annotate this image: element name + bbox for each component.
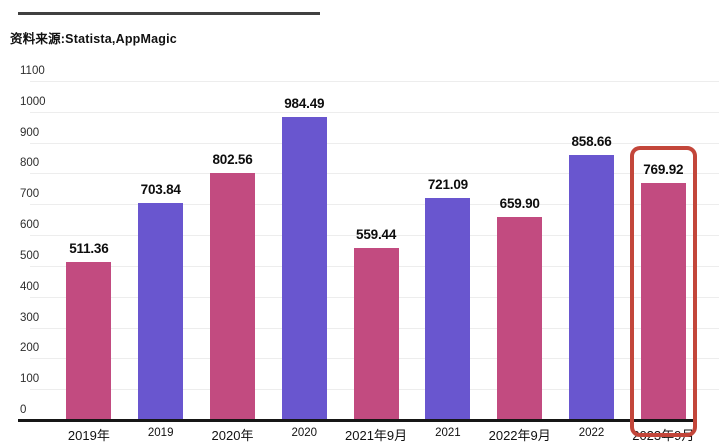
bar <box>497 216 543 420</box>
y-axis-tick-label: 500 <box>20 249 40 262</box>
gridline <box>30 235 719 237</box>
title-underline-rule <box>18 12 320 15</box>
gridline <box>30 81 719 82</box>
x-axis-category-label: 2022年9月 <box>488 428 551 442</box>
x-axis-category-label: 2019 <box>147 427 174 439</box>
bar <box>281 116 327 420</box>
x-axis-line <box>18 419 697 422</box>
highlight-box <box>630 146 697 437</box>
bar <box>569 155 614 420</box>
bar-value-label: 511.36 <box>69 241 109 257</box>
y-axis-tick-label: 700 <box>20 188 40 201</box>
bar-value-label: 659.90 <box>499 195 540 211</box>
bar-value-label: 984.49 <box>284 95 325 111</box>
bar <box>66 262 112 420</box>
gridline <box>30 204 719 206</box>
source-label: 资料来源:Statista,AppMagic <box>10 32 177 46</box>
gridline <box>30 111 719 113</box>
bar <box>353 247 399 420</box>
y-axis-tick-label: 300 <box>20 311 40 324</box>
x-axis-category-label: 2019年 <box>67 428 110 442</box>
bar-value-label: 858.66 <box>571 134 612 150</box>
bar <box>138 203 184 420</box>
bar-value-label: 769.92 <box>643 161 684 177</box>
y-axis-tick-label: 1100 <box>20 65 45 77</box>
y-axis-tick-label: 0 <box>20 404 27 416</box>
gridline <box>30 173 719 175</box>
y-axis-tick-label: 200 <box>20 342 40 355</box>
bar <box>425 197 471 420</box>
bar-value-label: 559.44 <box>356 226 397 242</box>
bar <box>640 182 686 420</box>
x-axis-category-label: 2022 <box>578 427 605 439</box>
gridline <box>30 142 719 144</box>
y-axis-tick-label: 1000 <box>20 95 46 108</box>
bar-value-label: 802.56 <box>212 151 253 167</box>
y-axis-tick-label: 900 <box>20 126 40 139</box>
y-axis-tick-label: 100 <box>20 373 40 386</box>
x-axis-category-label: 2021年9月 <box>345 428 408 442</box>
y-axis-tick-label: 800 <box>20 157 40 170</box>
x-axis-category-label: 2020 <box>291 427 318 439</box>
bar-value-label: 721.09 <box>427 176 468 192</box>
x-axis-category-label: 2021 <box>435 427 461 439</box>
bar-value-label: 703.84 <box>140 182 181 198</box>
y-axis-tick-label: 600 <box>20 219 40 232</box>
y-axis-tick-label: 400 <box>20 280 40 293</box>
bar <box>210 172 255 420</box>
x-axis-category-label: 2020年 <box>211 428 254 442</box>
